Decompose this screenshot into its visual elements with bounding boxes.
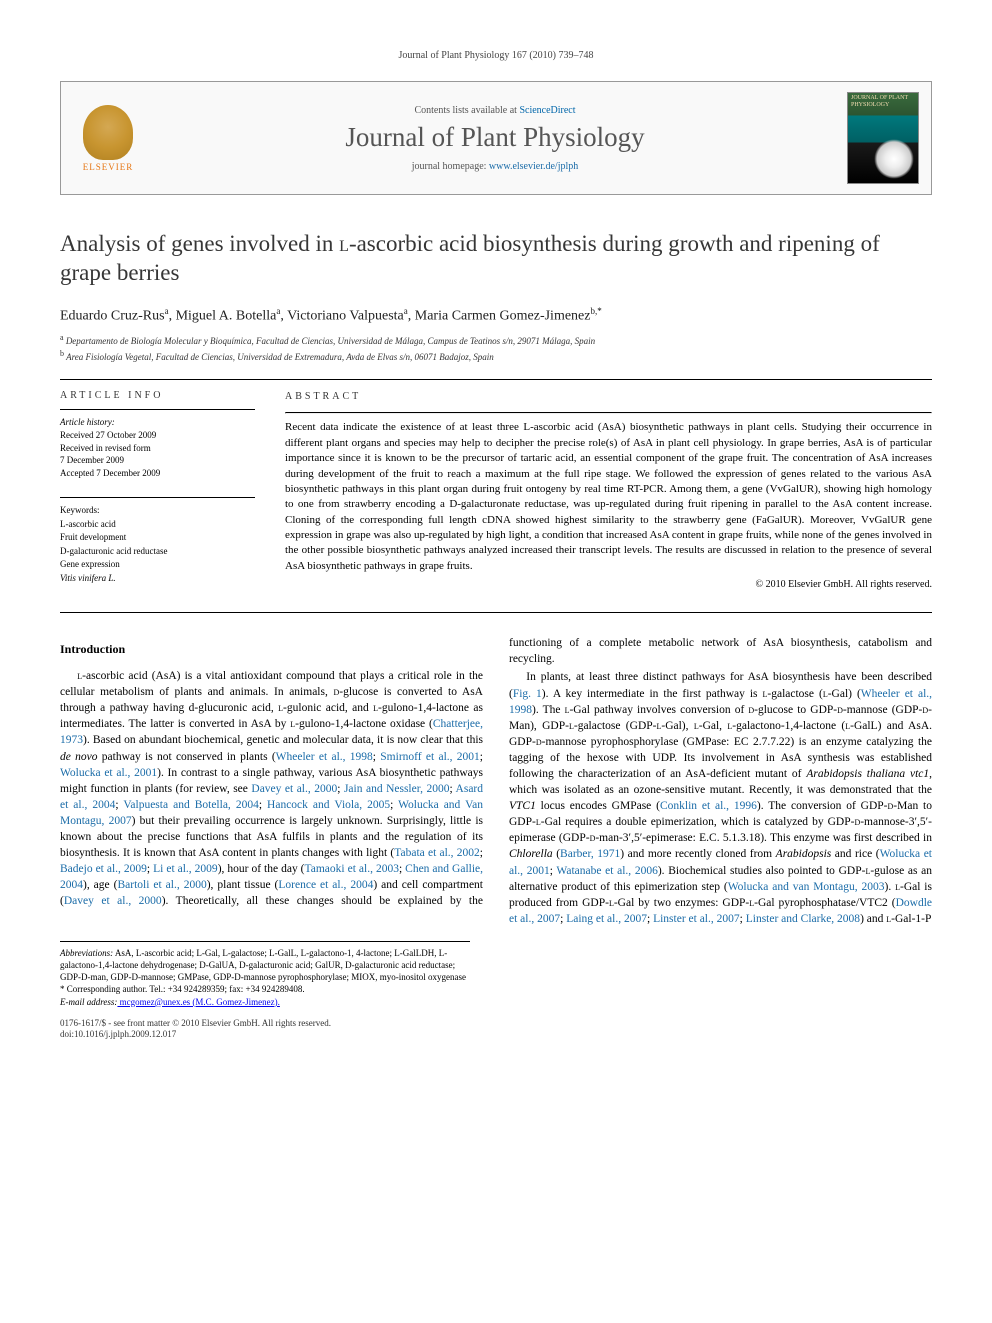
ref-fig1[interactable]: Fig. 1: [513, 688, 542, 700]
footer-bar: 0176-1617/$ - see front matter © 2010 El…: [60, 1018, 932, 1041]
article-history: Article history: Received 27 October 200…: [60, 416, 255, 479]
elsevier-label: ELSEVIER: [83, 162, 134, 172]
keyword-5-text: Vitis vinifera L.: [60, 573, 116, 583]
keyword-1: L-ascorbic acid: [60, 518, 255, 532]
ref-linster-2007[interactable]: Linster et al., 2007: [653, 913, 740, 925]
author-1-aff: a: [165, 306, 169, 316]
ref-davey-2000[interactable]: Davey et al., 2000: [251, 783, 337, 795]
keywords-block: Keywords: L-ascorbic acid Fruit developm…: [60, 497, 255, 585]
ref-wheeler-1998[interactable]: Wheeler et al., 1998: [276, 751, 373, 763]
meta-and-abstract-row: ARTICLE INFO Article history: Received 2…: [60, 390, 932, 592]
journal-cover-thumbnail: JOURNAL OF PLANT PHYSIOLOGY: [847, 92, 919, 184]
corresponding-star-icon: *: [597, 306, 602, 316]
ref-barber-1971[interactable]: Barber, 1971: [560, 848, 620, 860]
journal-header-box: ELSEVIER Contents lists available at Sci…: [60, 81, 932, 195]
author-3: Victoriano Valpuesta: [287, 308, 404, 323]
keyword-4: Gene expression: [60, 558, 255, 572]
title-pre: Analysis of genes involved in: [60, 231, 339, 256]
contents-available-line: Contents lists available at ScienceDirec…: [155, 105, 835, 116]
info-divider-2: [60, 497, 255, 498]
ref-wolucka-2001[interactable]: Wolucka et al., 2001: [60, 767, 157, 779]
revised-date-line1: Received in revised form: [60, 442, 255, 455]
ref-wolucka-2003[interactable]: Wolucka and van Montagu, 2003: [728, 881, 885, 893]
affiliations: a Departamento de Biología Molecular y B…: [60, 332, 932, 363]
ref-chatterjee-1973[interactable]: Chatterjee, 1973: [60, 718, 483, 746]
journal-meta: Contents lists available at ScienceDirec…: [155, 105, 835, 172]
keyword-5: Vitis vinifera L.: [60, 572, 255, 586]
homepage-link[interactable]: www.elsevier.de/jplph: [489, 161, 578, 172]
cover-title-text: JOURNAL OF PLANT PHYSIOLOGY: [851, 95, 918, 108]
corresponding-email-link[interactable]: mcgomez@unex.es (M.C. Gomez-Jimenez).: [117, 997, 280, 1007]
author-1: Eduardo Cruz-Rus: [60, 308, 165, 323]
front-matter-line: 0176-1617/$ - see front matter © 2010 El…: [60, 1018, 932, 1030]
corresponding-footnote: * Corresponding author. Tel.: +34 924289…: [60, 983, 470, 995]
body-paragraph-2: In plants, at least three distinct pathw…: [509, 669, 932, 927]
abstract-text: Recent data indicate the existence of at…: [285, 420, 932, 574]
abstract-heading: ABSTRACT: [285, 390, 932, 404]
email-footnote: E-mail address: mcgomez@unex.es (M.C. Go…: [60, 996, 470, 1008]
received-date: Received 27 October 2009: [60, 429, 255, 442]
abbrev-text: AsA, L-ascorbic acid; L-Gal, L-galactose…: [60, 948, 466, 982]
sciencedirect-link[interactable]: ScienceDirect: [519, 105, 575, 116]
abbreviations-footnote: Abbreviations: AsA, L-ascorbic acid; L-G…: [60, 947, 470, 983]
keyword-3: D-galacturonic acid reductase: [60, 545, 255, 559]
ref-linster-2008[interactable]: Linster and Clarke, 2008: [746, 913, 860, 925]
journal-homepage-line: journal homepage: www.elsevier.de/jplph: [155, 161, 835, 172]
ref-laing-2007[interactable]: Laing et al., 2007: [566, 913, 647, 925]
accepted-date: Accepted 7 December 2009: [60, 467, 255, 480]
ref-badejo-2009[interactable]: Badejo et al., 2009: [60, 863, 147, 875]
author-2: Miguel A. Botella: [176, 308, 277, 323]
keyword-2: Fruit development: [60, 531, 255, 545]
ref-wheeler-1998b[interactable]: Wheeler et al., 1998: [509, 688, 932, 716]
title-smallcaps-l: l: [339, 231, 349, 256]
top-divider: [60, 379, 932, 380]
abbrev-label: Abbreviations:: [60, 948, 113, 958]
abstract-block: ABSTRACT Recent data indicate the existe…: [285, 390, 932, 592]
article-info-sidebar: ARTICLE INFO Article history: Received 2…: [60, 390, 255, 592]
article-info-heading: ARTICLE INFO: [60, 390, 255, 401]
article-title: Analysis of genes involved in l-ascorbic…: [60, 230, 932, 288]
ref-tamaoki-2003[interactable]: Tamaoki et al., 2003: [305, 863, 399, 875]
authors-line: Eduardo Cruz-Rusa, Miguel A. Botellaa, V…: [60, 306, 932, 325]
ref-conklin-1996[interactable]: Conklin et al., 1996: [660, 800, 757, 812]
affiliation-b-text: Area Fisiología Vegetal, Facultad de Cie…: [66, 352, 494, 362]
email-label: E-mail address:: [60, 997, 117, 1007]
elsevier-logo: ELSEVIER: [73, 98, 143, 178]
running-header: Journal of Plant Physiology 167 (2010) 7…: [60, 50, 932, 61]
revised-date-line2: 7 December 2009: [60, 454, 255, 467]
ref-smirnoff-2001[interactable]: Smirnoff et al., 2001: [380, 751, 480, 763]
body-two-column: Introduction l-ascorbic acid (AsA) is a …: [60, 635, 932, 927]
affiliation-a: a Departamento de Biología Molecular y B…: [60, 332, 932, 348]
abstract-copyright: © 2010 Elsevier GmbH. All rights reserve…: [285, 578, 932, 592]
history-label: Article history:: [60, 416, 255, 429]
section-intro-heading: Introduction: [60, 641, 483, 658]
ref-li-2009[interactable]: Li et al., 2009: [153, 863, 218, 875]
keywords-label: Keywords:: [60, 504, 255, 518]
ref-watanabe-2006[interactable]: Watanabe et al., 2006: [556, 865, 657, 877]
contents-prefix: Contents lists available at: [414, 105, 519, 116]
footnotes-block: Abbreviations: AsA, L-ascorbic acid; L-G…: [60, 941, 470, 1008]
affiliation-b: b Area Fisiología Vegetal, Facultad de C…: [60, 348, 932, 364]
bottom-divider: [60, 612, 932, 613]
ref-lorence-2004[interactable]: Lorence et al., 2004: [278, 879, 373, 891]
affiliation-a-text: Departamento de Biología Molecular y Bio…: [66, 336, 595, 346]
author-4: Maria Carmen Gomez-Jimenez: [415, 308, 591, 323]
info-divider-1: [60, 409, 255, 410]
abstract-divider: [285, 412, 932, 414]
journal-name: Journal of Plant Physiology: [155, 122, 835, 153]
ref-valpuesta-2004[interactable]: Valpuesta and Botella, 2004: [123, 799, 258, 811]
doi-line: doi:10.1016/j.jplph.2009.12.017: [60, 1029, 932, 1041]
ref-tabata-2002[interactable]: Tabata et al., 2002: [394, 847, 480, 859]
author-2-aff: a: [276, 306, 280, 316]
ref-davey-2000b[interactable]: Davey et al., 2000: [64, 895, 162, 907]
ref-jain-2000[interactable]: Jain and Nessler, 2000: [344, 783, 450, 795]
elsevier-tree-icon: [83, 105, 133, 160]
ref-bartoli-2000[interactable]: Bartoli et al., 2000: [117, 879, 206, 891]
author-3-aff: a: [404, 306, 408, 316]
ref-hancock-2005[interactable]: Hancock and Viola, 2005: [267, 799, 390, 811]
homepage-prefix: journal homepage:: [412, 161, 489, 172]
